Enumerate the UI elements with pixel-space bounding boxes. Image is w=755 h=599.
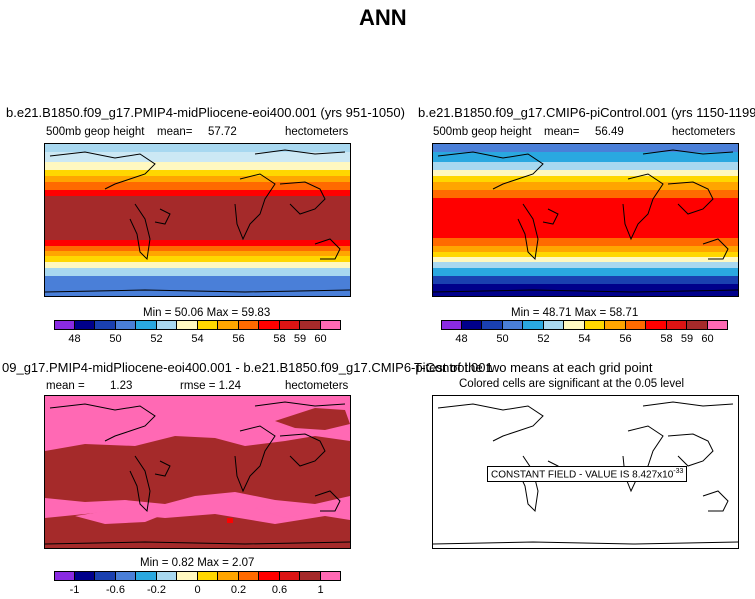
- colorbar-tick-label: 0.6: [271, 584, 288, 596]
- panel2-map: [432, 143, 739, 297]
- colorbar-tick-label: 48: [68, 333, 81, 345]
- page-title: ANN: [359, 5, 407, 30]
- colorbar-swatch: [461, 320, 482, 330]
- panel1-colorbar: 48 50 52 54 56 58 59 60: [54, 320, 341, 348]
- colorbar-swatch: [197, 571, 218, 581]
- panel1-minmax: Min = 50.06 Max = 59.83: [143, 307, 271, 319]
- colorbar-swatch: [218, 320, 239, 330]
- colorbar-swatch: [238, 571, 259, 581]
- colorbar-swatch: [543, 320, 564, 330]
- colorbar-tick-label: -0.2: [147, 584, 166, 596]
- colorbar-tick-label: 60: [701, 333, 714, 345]
- colorbar-swatch: [197, 320, 218, 330]
- colorbar-swatch: [625, 320, 646, 330]
- panel3-rmse: rmse = 1.24: [180, 380, 242, 392]
- panel2-title: b.e21.B1850.f09_g17.CMIP6-piControl.001 …: [418, 105, 755, 120]
- colorbar-tick-label: 54: [578, 333, 591, 345]
- panel3-mean-label: mean =: [46, 380, 85, 392]
- colorbar-swatch: [502, 320, 523, 330]
- colorbar-swatch: [136, 571, 157, 581]
- colorbar-tick-label: 50: [109, 333, 122, 345]
- colorbar-swatch: [74, 571, 95, 581]
- panel3-mean-value: 1.23: [110, 380, 133, 392]
- panel2-variable-label: 500mb geop height: [433, 126, 532, 138]
- colorbar-tick-label: 52: [150, 333, 163, 345]
- colorbar-swatch: [279, 320, 300, 330]
- panel1-variable-label: 500mb geop height: [46, 126, 145, 138]
- colorbar-swatch: [259, 571, 280, 581]
- colorbar-swatch: [54, 320, 75, 330]
- colorbar-tick-label: 59: [293, 333, 307, 345]
- panel4-title: T-test of the two means at each grid poi…: [414, 360, 653, 375]
- panel1-mean-label: mean=: [157, 126, 193, 138]
- colorbar-swatch: [279, 571, 300, 581]
- colorbar-tick-label: 48: [455, 333, 468, 345]
- colorbar-swatch: [115, 320, 136, 330]
- colorbar-swatch: [605, 320, 626, 330]
- panel1-title: b.e21.B1850.f09_g17.PMIP4-midPliocene-eo…: [6, 105, 405, 120]
- panel2-minmax: Min = 48.71 Max = 58.71: [511, 307, 639, 319]
- colorbar-swatch: [177, 320, 198, 330]
- colorbar-swatch: [666, 320, 687, 330]
- colorbar-tick-label: 56: [232, 333, 245, 345]
- colorbar-swatch: [54, 571, 75, 581]
- panel2-mean-label: mean=: [544, 126, 580, 138]
- colorbar-swatch: [177, 571, 198, 581]
- colorbar-tick-label: 0: [194, 584, 201, 596]
- colorbar-swatch: [156, 571, 177, 581]
- constant-field-exponent: -33: [673, 468, 684, 475]
- constant-field-text: CONSTANT FIELD - VALUE IS 8.427x10: [491, 469, 674, 481]
- colorbar-swatch: [156, 320, 177, 330]
- panel3-title: 09_g17.PMIP4-midPliocene-eoi400.001 - b.…: [2, 360, 493, 375]
- colorbar-tick-label: 60: [314, 333, 327, 345]
- colorbar-swatch: [646, 320, 667, 330]
- colorbar-swatch: [300, 571, 321, 581]
- colorbar-swatch: [687, 320, 708, 330]
- colorbar-swatch: [584, 320, 605, 330]
- panel1-units: hectometers: [285, 126, 349, 138]
- panel4-subtitle: Colored cells are significant at the 0.0…: [459, 378, 685, 390]
- colorbar-frame: [441, 320, 728, 330]
- colorbar-swatch: [259, 320, 280, 330]
- colorbar-tick-label: -1: [69, 584, 80, 596]
- colorbar-tick-label: -0.6: [106, 584, 125, 596]
- panel2-mean-value: 56.49: [595, 126, 624, 138]
- colorbar-swatch: [238, 320, 259, 330]
- colorbar-swatch: [441, 320, 462, 330]
- colorbar-tick-label: 1: [317, 584, 324, 596]
- panel1-map: [44, 143, 351, 297]
- colorbar-tick-label: 50: [496, 333, 509, 345]
- colorbar-swatch: [95, 320, 116, 330]
- colorbar-swatch: [218, 571, 239, 581]
- colorbar-swatch: [482, 320, 503, 330]
- colorbar-swatch: [74, 320, 95, 330]
- panel3-colorbar: -1 -0.6 -0.2 0 0.2 0.6 1: [54, 571, 341, 599]
- colorbar-frame: [54, 320, 341, 330]
- panel2-colorbar: 48 50 52 54 56 58 59 60: [441, 320, 728, 348]
- panel3-map: [44, 395, 351, 549]
- panel1-mean-value: 57.72: [208, 126, 237, 138]
- colorbar-tick-label: 52: [537, 333, 550, 345]
- colorbar-swatch: [300, 320, 321, 330]
- colorbar-tick-label: 54: [191, 333, 204, 345]
- colorbar-swatch: [95, 571, 116, 581]
- colorbar-tick-label: 58: [660, 333, 673, 345]
- colorbar-swatch: [523, 320, 544, 330]
- colorbar-swatch: [136, 320, 157, 330]
- panel2-units: hectometers: [672, 126, 736, 138]
- colorbar-tick-label: 58: [273, 333, 286, 345]
- colorbar-tick-label: 0.2: [230, 584, 247, 596]
- colorbar-tick-label: 59: [680, 333, 694, 345]
- colorbar-tick-label: 56: [619, 333, 632, 345]
- panel3-units: hectometers: [285, 380, 349, 392]
- colorbar-frame: [54, 571, 341, 581]
- panel3-minmax: Min = 0.82 Max = 2.07: [140, 557, 255, 569]
- colorbar-swatch: [115, 571, 136, 581]
- constant-field-message: CONSTANT FIELD - VALUE IS 8.427x10-33: [487, 466, 688, 483]
- colorbar-swatch: [564, 320, 585, 330]
